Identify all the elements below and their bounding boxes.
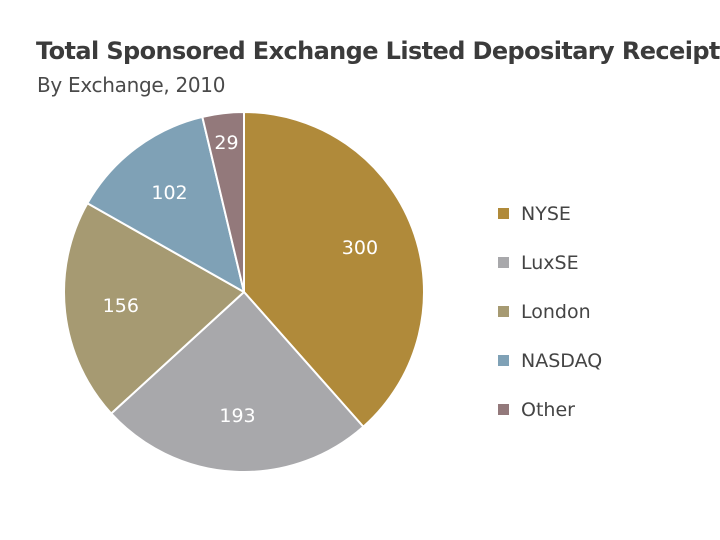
chart-subtitle: By Exchange, 2010 bbox=[37, 73, 226, 97]
slice-value-label-luxse: 193 bbox=[219, 405, 255, 427]
pie-slice-london bbox=[63, 202, 245, 415]
legend-item-nyse: NYSE bbox=[498, 189, 602, 238]
legend-swatch bbox=[498, 208, 509, 219]
legend-label: LuxSE bbox=[521, 251, 579, 274]
legend-label: Other bbox=[521, 398, 575, 421]
legend-item-other: Other bbox=[498, 385, 602, 434]
pie-slice-luxse bbox=[110, 291, 365, 473]
slice-value-label-nasdaq: 102 bbox=[151, 182, 187, 204]
legend-label: London bbox=[521, 300, 591, 323]
pie-slice-labels: 300 193 156 102 29 bbox=[103, 132, 378, 427]
pie-slice-nyse bbox=[243, 111, 425, 428]
slice-value-label-nyse: 300 bbox=[342, 237, 378, 259]
chart-title: Total Sponsored Exchange Listed Deposita… bbox=[36, 37, 720, 65]
legend-label: NASDAQ bbox=[521, 349, 603, 372]
pie-slices bbox=[63, 111, 425, 473]
legend-label: NYSE bbox=[521, 202, 571, 225]
legend-item-london: London bbox=[498, 287, 602, 336]
slice-value-label-london: 156 bbox=[103, 295, 139, 317]
legend: NYSE LuxSE London NASDAQ Other bbox=[498, 189, 602, 434]
slice-value-label-other: 29 bbox=[214, 132, 238, 154]
legend-swatch bbox=[498, 355, 509, 366]
legend-item-luxse: LuxSE bbox=[498, 238, 602, 287]
pie-slice-nasdaq bbox=[86, 115, 245, 293]
legend-swatch bbox=[498, 257, 509, 268]
legend-swatch bbox=[498, 404, 509, 415]
pie-slice-other bbox=[201, 111, 245, 293]
legend-item-nasdaq: NASDAQ bbox=[498, 336, 602, 385]
legend-swatch bbox=[498, 306, 509, 317]
